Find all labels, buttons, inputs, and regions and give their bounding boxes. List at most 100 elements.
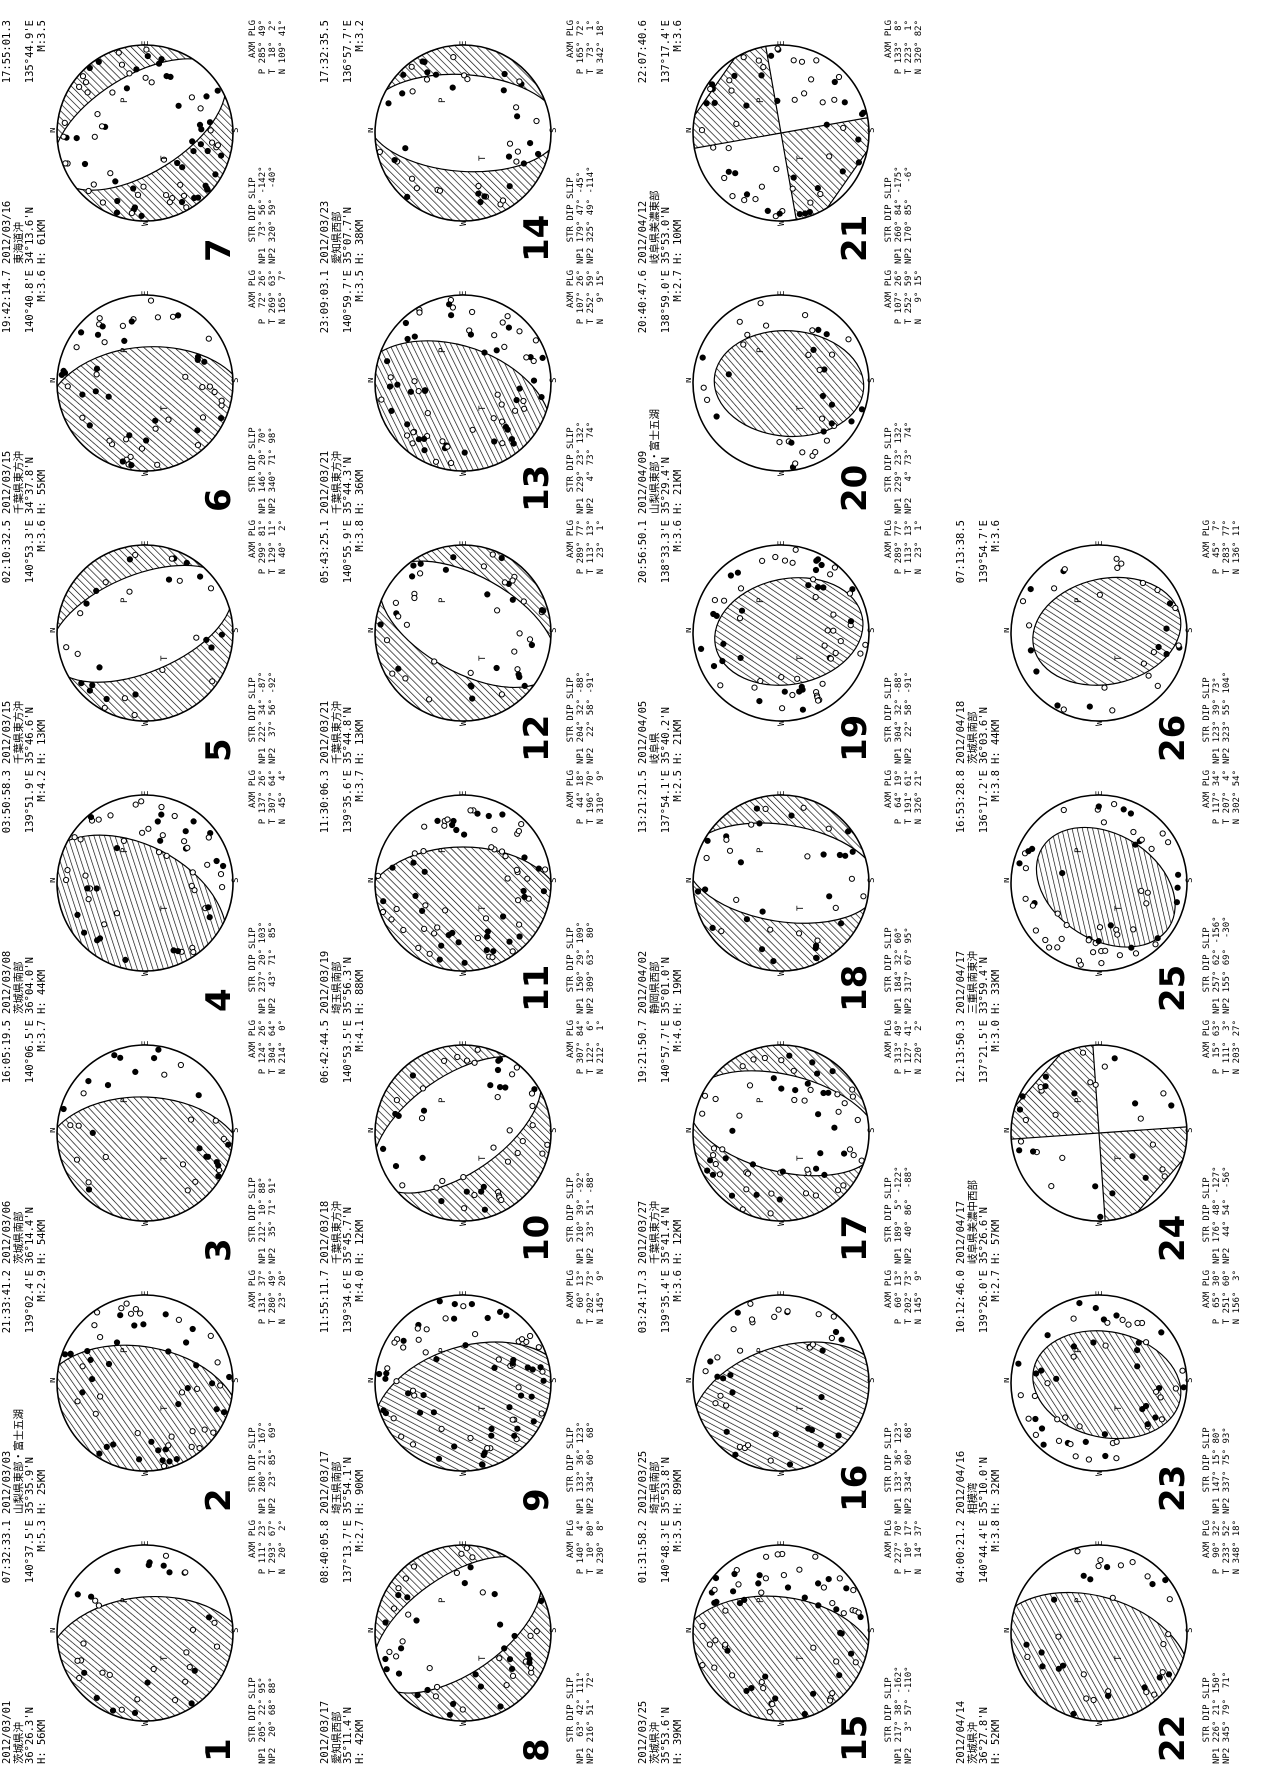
dilatation-observation bbox=[91, 1322, 98, 1329]
event-magnitude: M:3.6 bbox=[35, 270, 48, 302]
dilatation-observation bbox=[469, 1554, 476, 1561]
table-header-left: STR DIP SLIP bbox=[884, 1177, 894, 1264]
dilatation-observation bbox=[790, 1067, 797, 1074]
dilatation-observation bbox=[400, 1344, 407, 1351]
compass-e-label: E bbox=[777, 1291, 787, 1296]
compass-s-label: S bbox=[1185, 1378, 1194, 1383]
beachball-diagram: PTNSWE bbox=[1004, 1541, 1194, 1726]
event-number: 23 bbox=[1153, 1464, 1193, 1512]
dilatation-observation bbox=[77, 610, 84, 617]
principal-axis: N 136° 11° bbox=[1232, 520, 1242, 575]
beachball-diagram: PTNSWE bbox=[1004, 1291, 1194, 1476]
event-number: 19 bbox=[835, 714, 875, 762]
mechanism-table-header: STR DIP SLIP AXM PLG bbox=[248, 1016, 258, 1264]
compression-observation bbox=[1156, 1674, 1163, 1681]
compression-observation bbox=[1027, 647, 1034, 654]
dilatation-observation bbox=[162, 1552, 170, 1559]
compression-observation bbox=[505, 324, 512, 331]
principal-axis: P 44° 18° bbox=[576, 770, 586, 825]
compression-observation bbox=[103, 1443, 110, 1450]
compression-observation bbox=[737, 654, 744, 661]
dilatation-observation bbox=[469, 308, 476, 316]
dilatation-observation bbox=[209, 678, 216, 685]
dilatation-observation bbox=[414, 1325, 421, 1332]
focal-sphere-outline bbox=[692, 294, 870, 472]
dilatation-observation bbox=[837, 637, 844, 645]
mechanism-table-row: NP1 222° 34° -87° P 299° 81° bbox=[258, 516, 268, 764]
compression-observation bbox=[435, 1455, 443, 1462]
compass-e-label: E bbox=[459, 791, 469, 796]
compression-observation bbox=[497, 1703, 504, 1710]
dilatation-observation bbox=[1137, 1115, 1144, 1122]
compression-observation bbox=[453, 826, 460, 834]
event-lon: 139°54.7'E bbox=[978, 520, 990, 584]
compression-observation bbox=[397, 1645, 405, 1652]
event-cell: 2012/04/17 16:53:28.8 三重県南東沖 33°59.4'N 136°1… bbox=[955, 766, 1242, 1014]
dilatation-observation bbox=[791, 96, 798, 103]
compression-observation bbox=[710, 662, 718, 670]
dilatation-observation bbox=[1070, 1315, 1077, 1322]
mechanism-table-header: STR DIP SLIP AXM PLG bbox=[884, 266, 894, 514]
compass-e-label: E bbox=[1095, 1291, 1105, 1296]
compression-observation bbox=[404, 335, 411, 343]
nodal-plane: NP2 33° 51° -88° bbox=[586, 1171, 596, 1264]
compression-observation bbox=[96, 664, 103, 671]
event-date: 2012/03/01 bbox=[1, 1700, 13, 1764]
mechanism-table: STR DIP SLIP AXM PLG NP1 222° 34° -87° P 29… bbox=[248, 516, 288, 764]
dilatation-observation bbox=[388, 916, 395, 923]
compression-observation bbox=[738, 607, 746, 614]
event-date: 2012/04/02 bbox=[637, 950, 649, 1014]
compression-observation bbox=[784, 1584, 792, 1591]
compression-observation bbox=[753, 805, 761, 812]
event-time: 03:50:58.3 bbox=[1, 770, 13, 834]
compass-e-label: E bbox=[777, 1541, 787, 1546]
mechanism-table: STR DIP SLIP AXM PLG NP1 133° 36° 123° P 60… bbox=[884, 1266, 924, 1514]
event-time: 22:07:40.6 bbox=[637, 20, 649, 84]
dilatation-observation bbox=[121, 695, 129, 702]
dilatation-observation bbox=[698, 126, 706, 134]
compass-e-label: E bbox=[141, 41, 151, 46]
dilatation-observation bbox=[472, 1331, 479, 1338]
p-axis-label: P bbox=[756, 597, 766, 603]
dilatation-observation bbox=[63, 644, 70, 651]
dilatation-observation bbox=[741, 197, 748, 204]
event-lon: 140°57.7'E bbox=[660, 1020, 672, 1084]
dilatation-observation bbox=[513, 1064, 520, 1071]
compression-observation bbox=[128, 318, 135, 325]
compass-n-label: N bbox=[50, 1378, 58, 1383]
dilatation-observation bbox=[1114, 564, 1121, 571]
principal-axis: P 313° 49° bbox=[894, 1020, 904, 1075]
dilatation-observation bbox=[1109, 1594, 1116, 1601]
compression-observation bbox=[855, 136, 862, 143]
compression-observation bbox=[499, 811, 506, 818]
compression-observation bbox=[1135, 1339, 1142, 1346]
p-axis-label: P bbox=[756, 1597, 766, 1603]
event-lon: 140°53.3'E bbox=[24, 520, 36, 584]
event-magnitude: M:4.0 bbox=[353, 1270, 366, 1302]
dilatation-observation bbox=[131, 711, 138, 719]
compass-n-label: N bbox=[686, 628, 694, 633]
p-axis-label: P bbox=[120, 597, 130, 603]
dilatation-observation bbox=[791, 1096, 798, 1104]
compression-observation bbox=[724, 1647, 731, 1654]
dilatation-observation bbox=[726, 77, 733, 84]
compass-s-label: S bbox=[867, 878, 876, 883]
compression-observation bbox=[1095, 937, 1102, 945]
dilatation-observation bbox=[712, 1095, 719, 1103]
dilatation-observation bbox=[499, 197, 507, 204]
compression-observation bbox=[205, 904, 212, 911]
dilatation-observation bbox=[1054, 910, 1061, 917]
event-depth: H: 13KM bbox=[35, 719, 48, 764]
table-header-left: STR DIP SLIP bbox=[248, 177, 258, 264]
compression-observation bbox=[1080, 1572, 1087, 1579]
event-lat: 35°46.6'N bbox=[24, 707, 36, 764]
dilatation-observation bbox=[480, 563, 488, 570]
dilatation-observation bbox=[393, 1653, 400, 1660]
compression-observation bbox=[815, 1580, 822, 1587]
t-axis-label: T bbox=[796, 1655, 806, 1661]
dilatation-observation bbox=[218, 397, 225, 404]
compression-observation bbox=[417, 560, 424, 567]
event-header: 2012/03/25 03:24:17.3 埼玉県南部 35°53.8'N 139°35… bbox=[637, 1266, 684, 1514]
dilatation-observation bbox=[403, 621, 411, 628]
dilatation-observation bbox=[1152, 941, 1159, 948]
